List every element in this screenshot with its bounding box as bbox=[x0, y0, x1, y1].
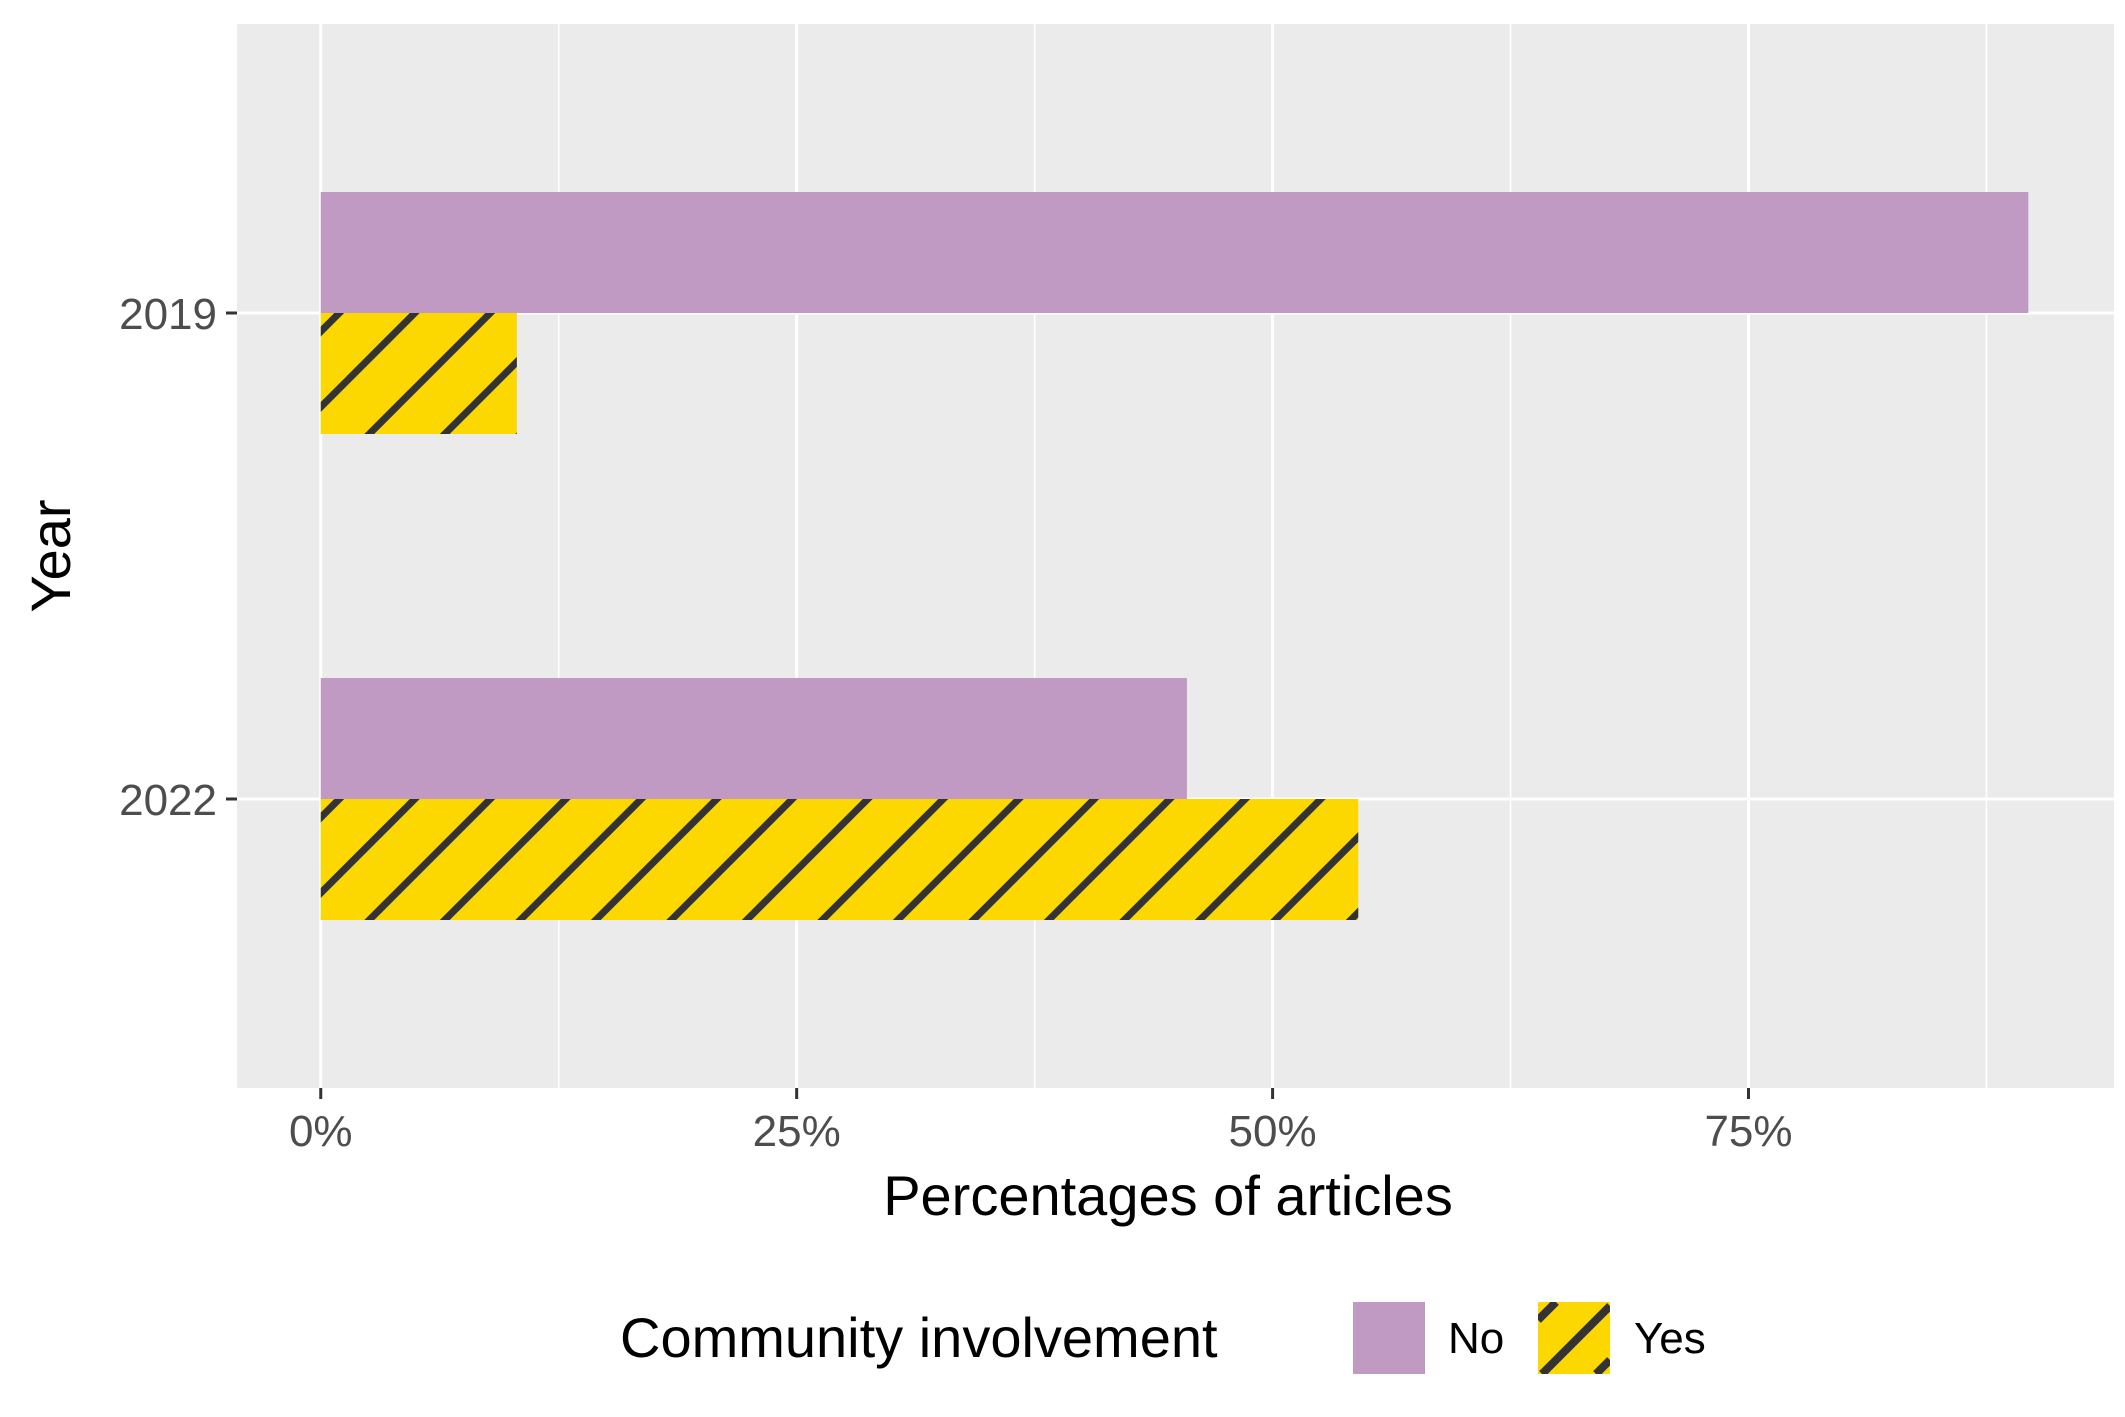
bar-no-2022 bbox=[320, 678, 1187, 799]
y-axis: 2019 2022 bbox=[119, 290, 237, 825]
plot-panel bbox=[237, 24, 2114, 1088]
bars bbox=[320, 192, 2029, 920]
y-tick-label: 2022 bbox=[119, 776, 217, 825]
x-tick-label: 50% bbox=[1229, 1107, 1317, 1156]
legend: Community involvement No Yes bbox=[620, 1302, 1706, 1374]
y-axis-title: Year bbox=[19, 499, 82, 612]
x-axis: 0% 25% 50% 75% bbox=[289, 1088, 1793, 1156]
bar-yes-2022 bbox=[320, 799, 1359, 920]
legend-title: Community involvement bbox=[620, 1306, 1218, 1369]
x-tick-label: 25% bbox=[753, 1107, 841, 1156]
x-axis-title: Percentages of articles bbox=[883, 1164, 1453, 1227]
legend-label-no: No bbox=[1448, 1314, 1504, 1363]
x-tick-label: 0% bbox=[289, 1107, 353, 1156]
legend-key-no bbox=[1353, 1302, 1425, 1374]
x-tick-label: 75% bbox=[1704, 1107, 1792, 1156]
legend-label-yes: Yes bbox=[1634, 1314, 1706, 1363]
bar-yes-2019 bbox=[320, 313, 517, 434]
legend-key-yes bbox=[1538, 1302, 1610, 1374]
bar-no-2019 bbox=[320, 192, 2029, 313]
y-tick-label: 2019 bbox=[119, 290, 217, 339]
